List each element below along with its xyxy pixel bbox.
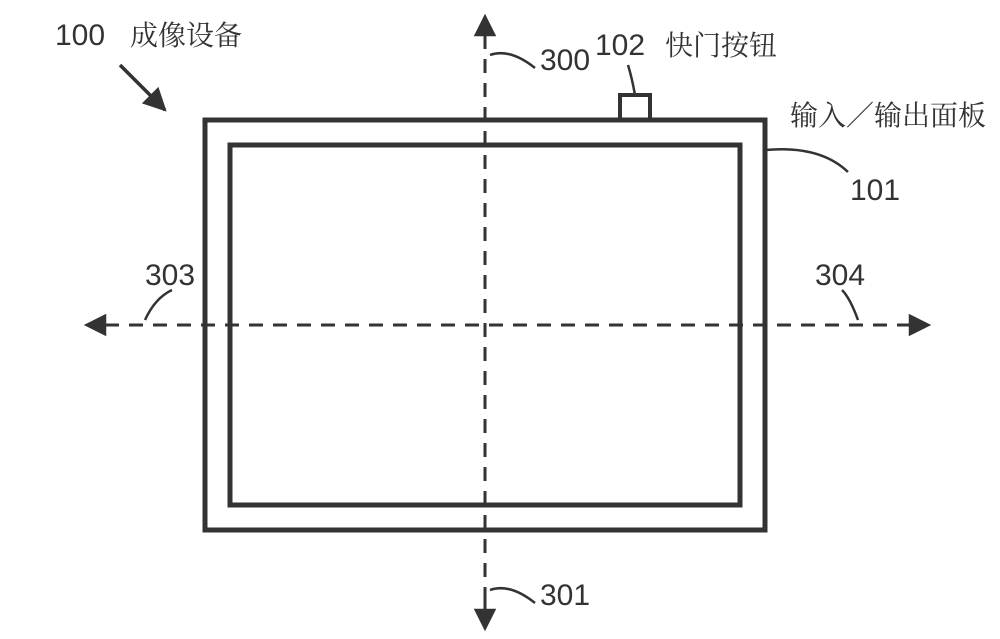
label-panel: 输入／输出面板 <box>790 94 986 134</box>
leader-300 <box>490 53 535 68</box>
leader-101 <box>765 149 848 172</box>
label-device: 成像设备 <box>130 14 242 54</box>
ref-101: 101 <box>850 174 900 207</box>
leader-301 <box>490 588 535 603</box>
device-pointer <box>120 65 165 110</box>
ref-303: 303 <box>145 259 195 292</box>
ref-102: 102 <box>595 29 645 62</box>
ref-301: 301 <box>540 579 590 612</box>
ref-300: 300 <box>540 44 590 77</box>
ref-304: 304 <box>815 259 865 292</box>
leader-303 <box>145 290 172 320</box>
shutter-button <box>620 95 650 120</box>
leader-304 <box>842 290 858 320</box>
ref-100: 100 <box>55 19 105 52</box>
leader-102 <box>628 65 635 95</box>
label-shutter: 快门按钮 <box>665 24 777 64</box>
